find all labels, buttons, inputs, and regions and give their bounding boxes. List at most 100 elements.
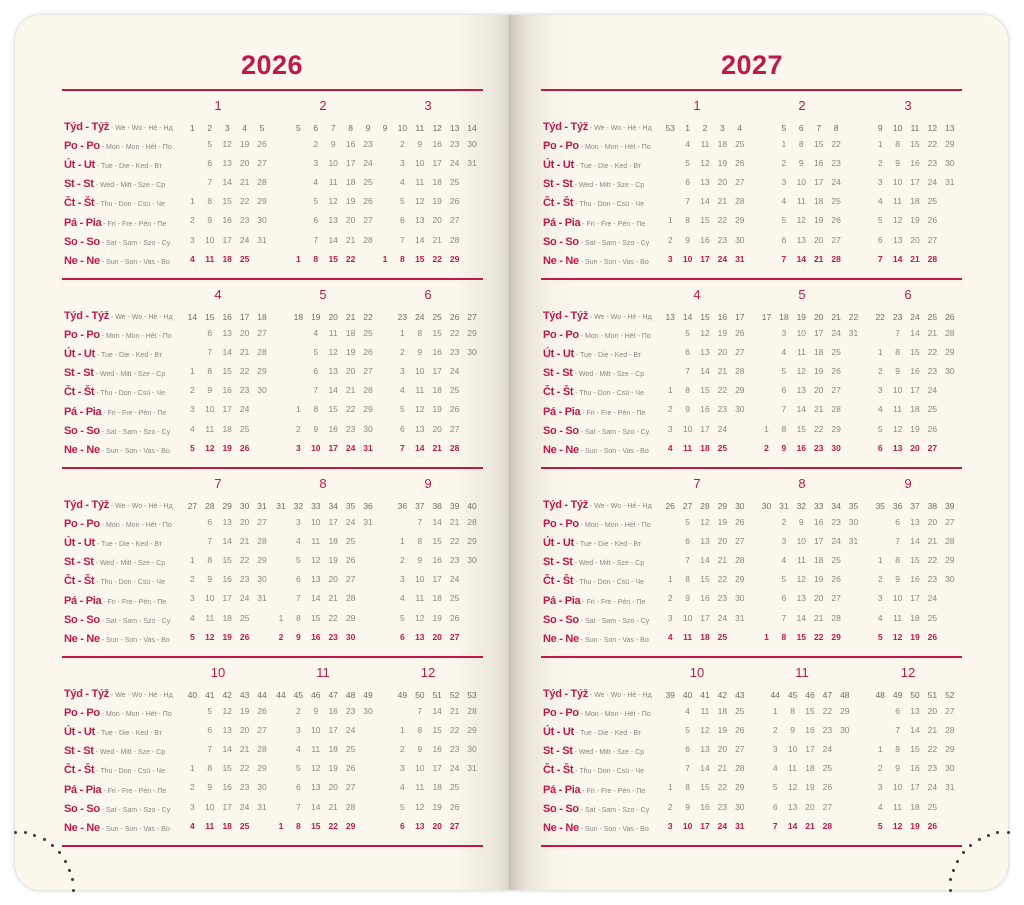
day-date: 4	[877, 404, 883, 415]
day-date: 3	[190, 234, 195, 245]
week-number: 43	[239, 690, 250, 700]
week-number: 46	[805, 690, 815, 700]
sunday-date: 9	[296, 631, 301, 642]
month-label: 12	[420, 665, 436, 680]
day-date: 26	[927, 215, 938, 226]
day-date: 6	[296, 782, 301, 793]
sunday-date: 11	[205, 253, 215, 264]
week-number: 35	[345, 501, 356, 511]
day-date: 1	[190, 763, 195, 774]
day-date: 19	[717, 517, 728, 527]
row-label-sub: - Thu - Don - Csü - Че	[573, 768, 644, 776]
day-date: 10	[415, 366, 425, 377]
day-date: 27	[945, 517, 955, 527]
day-date: 13	[910, 517, 920, 527]
row-label-sub: - Tue - Die - Ked - Вт	[94, 163, 163, 171]
day-date: 1	[400, 328, 405, 338]
week-number: 22	[363, 312, 373, 322]
sunday-date: 28	[927, 253, 938, 264]
day-date: 2	[296, 423, 301, 434]
day-date: 8	[790, 706, 795, 716]
day-date: 22	[927, 139, 938, 149]
day-date: 31	[848, 536, 859, 547]
day-date: 30	[945, 366, 955, 377]
row-label-main: St - St	[64, 556, 94, 569]
row-label-sub: - Sat - Sam - Szo - Су	[578, 617, 650, 625]
week-number: 20	[328, 312, 338, 322]
row-label: So - So - Sat - Sam - Szo - Су	[543, 425, 649, 437]
decorative-dot	[57, 851, 61, 855]
day-date: 23	[717, 801, 728, 812]
day-date: 27	[927, 234, 938, 245]
day-date: 5	[400, 404, 405, 415]
day-date: 27	[345, 782, 356, 793]
row-label: Čt - Št - Thu - Don - Csü - Че	[543, 764, 644, 776]
divider-line	[541, 467, 962, 469]
day-date: 28	[345, 593, 356, 604]
week-number: 32	[293, 501, 304, 511]
day-date: 19	[910, 423, 920, 434]
day-date: 11	[415, 782, 425, 793]
row-label-sub: - Tue - Die - Ked - Вт	[94, 541, 163, 549]
day-date: 24	[831, 328, 841, 338]
day-date: 1	[764, 423, 769, 434]
day-date: 4	[877, 801, 883, 812]
day-date: 30	[945, 763, 955, 774]
day-date: 30	[257, 574, 267, 585]
sunday-date: 22	[432, 253, 442, 264]
day-date: 19	[239, 139, 250, 149]
row-label-sub: - Thu - Don - Csü - Че	[94, 768, 165, 776]
week-number: 39	[665, 690, 675, 700]
day-date: 30	[363, 706, 373, 716]
day-date: 14	[311, 593, 321, 604]
row-label-main: St - St	[64, 367, 94, 380]
day-date: 10	[205, 404, 215, 415]
row-label-main: So - So	[64, 424, 100, 437]
day-date: 30	[840, 725, 850, 736]
day-date: 26	[345, 555, 356, 566]
day-date: 1	[667, 215, 673, 226]
day-date: 24	[239, 593, 250, 604]
row-label: St - St - Wed - Mitt - Sze - Ср	[543, 556, 644, 568]
day-date: 29	[945, 139, 955, 149]
day-date: 18	[813, 196, 824, 207]
day-date: 19	[432, 196, 442, 207]
day-date: 8	[685, 782, 690, 793]
row-label: Týd - Týž - We - Wo - Hé - Нд	[543, 688, 652, 700]
day-date: 7	[685, 366, 690, 377]
month-label: 8	[798, 476, 806, 491]
day-date: 2	[772, 725, 778, 736]
row-label-main: Ne - Ne	[543, 632, 579, 645]
day-date: 24	[927, 177, 938, 188]
day-date: 25	[363, 328, 373, 338]
week-number: 3	[720, 123, 725, 133]
day-date: 21	[239, 347, 250, 358]
row-label: So - So - Sat - Sam - Szo - Су	[64, 236, 170, 248]
week-number: 48	[875, 690, 885, 700]
day-date: 10	[796, 328, 807, 338]
day-date: 10	[415, 763, 425, 774]
day-date: 24	[363, 158, 373, 169]
day-date: 6	[772, 801, 778, 812]
day-date: 15	[910, 347, 920, 358]
row-label-sub: - Sun - Son - Vas - Во	[578, 636, 649, 644]
row-label: So - So - Sat - Sam - Szo - Су	[64, 614, 170, 626]
week-number: 27	[467, 312, 477, 322]
week-number: 42	[222, 690, 232, 700]
day-date: 31	[848, 328, 859, 338]
day-date: 15	[910, 744, 920, 755]
day-date: 2	[190, 574, 195, 585]
row-label: So - So - Sat - Sam - Szo - Су	[543, 614, 649, 626]
day-date: 14	[700, 555, 710, 566]
row-label: St - St - Wed - Mitt - Sze - Ср	[543, 178, 644, 190]
week-number: 13	[665, 312, 675, 322]
day-date: 2	[190, 385, 195, 396]
sunday-date: 4	[190, 253, 195, 264]
day-date: 24	[822, 744, 833, 755]
day-date: 16	[700, 404, 710, 415]
year-title: 2026	[240, 50, 304, 80]
day-date: 6	[685, 177, 690, 188]
day-date: 28	[735, 366, 745, 377]
row-label: Po - Po - Mon - Mon - Hét - По	[543, 518, 651, 530]
sunday-date: 28	[449, 442, 460, 453]
